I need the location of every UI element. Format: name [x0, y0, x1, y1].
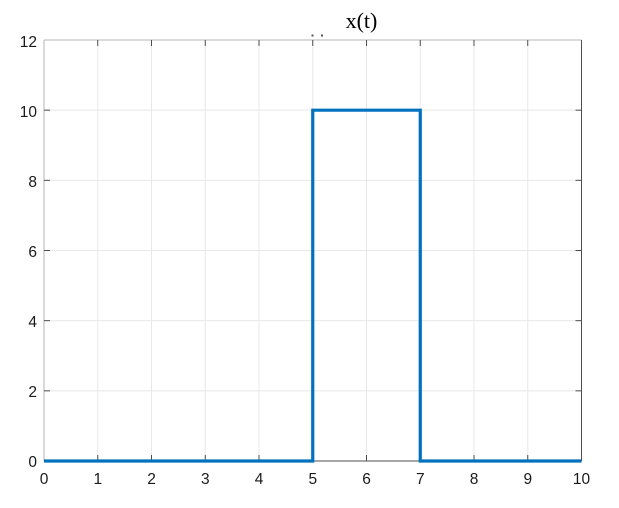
svg-text:10: 10: [20, 104, 38, 121]
svg-text:9: 9: [523, 471, 532, 488]
svg-text:8: 8: [28, 174, 37, 191]
svg-text:2: 2: [147, 471, 156, 488]
svg-text:6: 6: [362, 471, 371, 488]
svg-text:4: 4: [255, 471, 264, 488]
svg-text:5: 5: [308, 471, 317, 488]
svg-text:1: 1: [93, 471, 102, 488]
svg-text:8: 8: [470, 471, 479, 488]
svg-text:6: 6: [28, 244, 37, 261]
svg-text:4: 4: [28, 314, 37, 331]
svg-text:12: 12: [20, 34, 37, 51]
svg-text:7: 7: [416, 471, 425, 488]
svg-text:0: 0: [28, 454, 37, 471]
svg-text:3: 3: [201, 471, 210, 488]
svg-text:10: 10: [573, 471, 591, 488]
svg-text:0: 0: [40, 471, 49, 488]
svg-text:2: 2: [28, 384, 37, 401]
